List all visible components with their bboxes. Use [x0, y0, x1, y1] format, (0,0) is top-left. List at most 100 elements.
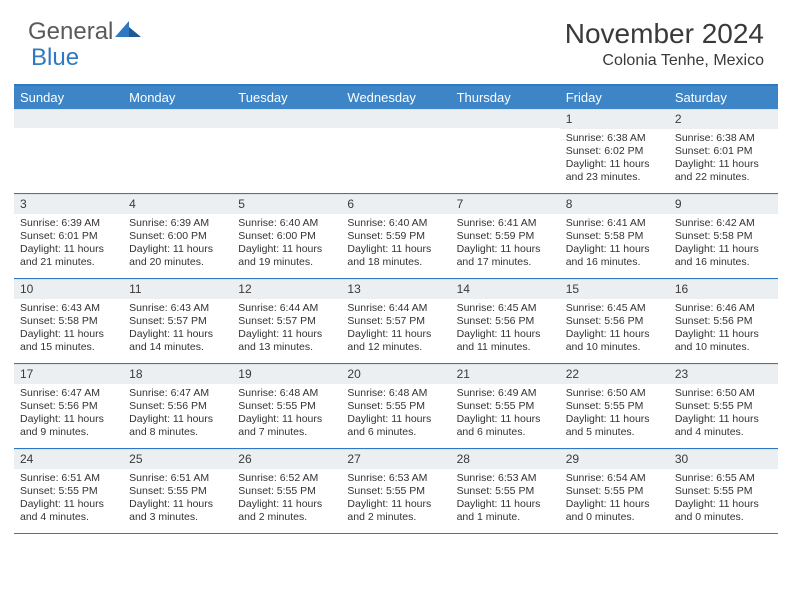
daylight-line2: and 12 minutes.	[347, 341, 444, 354]
daylight-line1: Daylight: 11 hours	[20, 328, 117, 341]
daylight-line2: and 2 minutes.	[347, 511, 444, 524]
daylight-line1: Daylight: 11 hours	[675, 328, 772, 341]
daylight-line1: Daylight: 11 hours	[347, 243, 444, 256]
day-content: Sunrise: 6:44 AMSunset: 5:57 PMDaylight:…	[341, 299, 450, 359]
day-content: Sunrise: 6:44 AMSunset: 5:57 PMDaylight:…	[232, 299, 341, 359]
day-content: Sunrise: 6:46 AMSunset: 5:56 PMDaylight:…	[669, 299, 778, 359]
daylight-line2: and 2 minutes.	[238, 511, 335, 524]
day-cell: 1 Sunrise: 6:38 AMSunset: 6:02 PMDaylight…	[560, 109, 669, 193]
daylight-line1: Daylight: 11 hours	[566, 158, 663, 171]
sunrise-text: Sunrise: 6:51 AM	[20, 472, 117, 485]
day-header: Wednesday	[341, 86, 450, 109]
daylight-line2: and 23 minutes.	[566, 171, 663, 184]
day-number: 25	[123, 449, 232, 469]
daylight-line2: and 6 minutes.	[347, 426, 444, 439]
day-content: Sunrise: 6:42 AMSunset: 5:58 PMDaylight:…	[669, 214, 778, 274]
day-number: 4	[123, 194, 232, 214]
daylight-line1: Daylight: 11 hours	[238, 243, 335, 256]
day-content: Sunrise: 6:51 AMSunset: 5:55 PMDaylight:…	[123, 469, 232, 529]
day-content: Sunrise: 6:40 AMSunset: 6:00 PMDaylight:…	[232, 214, 341, 274]
day-content: Sunrise: 6:53 AMSunset: 5:55 PMDaylight:…	[341, 469, 450, 529]
sunrise-text: Sunrise: 6:39 AM	[20, 217, 117, 230]
day-content: Sunrise: 6:53 AMSunset: 5:55 PMDaylight:…	[451, 469, 560, 529]
day-header: Monday	[123, 86, 232, 109]
daylight-line1: Daylight: 11 hours	[347, 413, 444, 426]
day-cell	[232, 109, 341, 193]
daylight-line1: Daylight: 11 hours	[238, 498, 335, 511]
daylight-line2: and 4 minutes.	[20, 511, 117, 524]
day-number: 2	[669, 109, 778, 129]
daylight-line1: Daylight: 11 hours	[20, 243, 117, 256]
day-content: Sunrise: 6:40 AMSunset: 5:59 PMDaylight:…	[341, 214, 450, 274]
sunrise-text: Sunrise: 6:45 AM	[457, 302, 554, 315]
day-cell: 13Sunrise: 6:44 AMSunset: 5:57 PMDayligh…	[341, 279, 450, 363]
sunset-text: Sunset: 5:55 PM	[129, 485, 226, 498]
day-content: Sunrise: 6:50 AMSunset: 5:55 PMDaylight:…	[669, 384, 778, 444]
daylight-line2: and 5 minutes.	[566, 426, 663, 439]
sunrise-text: Sunrise: 6:53 AM	[347, 472, 444, 485]
day-number	[14, 109, 123, 128]
sunset-text: Sunset: 5:55 PM	[566, 400, 663, 413]
day-cell: 6Sunrise: 6:40 AMSunset: 5:59 PMDaylight…	[341, 194, 450, 278]
logo-triangle-icon	[115, 18, 141, 46]
sunset-text: Sunset: 5:55 PM	[675, 485, 772, 498]
daylight-line1: Daylight: 11 hours	[20, 413, 117, 426]
day-cell: 9Sunrise: 6:42 AMSunset: 5:58 PMDaylight…	[669, 194, 778, 278]
daylight-line2: and 10 minutes.	[675, 341, 772, 354]
sunrise-text: Sunrise: 6:46 AM	[675, 302, 772, 315]
daylight-line2: and 6 minutes.	[457, 426, 554, 439]
day-content: Sunrise: 6:47 AMSunset: 5:56 PMDaylight:…	[123, 384, 232, 444]
day-cell: 12Sunrise: 6:44 AMSunset: 5:57 PMDayligh…	[232, 279, 341, 363]
day-cell: 2Sunrise: 6:38 AMSunset: 6:01 PMDaylight…	[669, 109, 778, 193]
month-title: November 2024	[565, 18, 764, 50]
daylight-line1: Daylight: 11 hours	[566, 243, 663, 256]
day-content: Sunrise: 6:45 AMSunset: 5:56 PMDaylight:…	[560, 299, 669, 359]
title-block: November 2024 Colonia Tenhe, Mexico	[565, 18, 764, 70]
day-number	[451, 109, 560, 128]
day-header: Saturday	[669, 86, 778, 109]
day-number: 28	[451, 449, 560, 469]
sunrise-text: Sunrise: 6:40 AM	[347, 217, 444, 230]
day-content: Sunrise: 6:39 AMSunset: 6:00 PMDaylight:…	[123, 214, 232, 274]
week-row: 3Sunrise: 6:39 AMSunset: 6:01 PMDaylight…	[14, 194, 778, 279]
day-cell: 23Sunrise: 6:50 AMSunset: 5:55 PMDayligh…	[669, 364, 778, 448]
day-content: Sunrise: 6:48 AMSunset: 5:55 PMDaylight:…	[232, 384, 341, 444]
sunrise-text: Sunrise: 6:38 AM	[566, 132, 663, 145]
sunrise-text: Sunrise: 6:49 AM	[457, 387, 554, 400]
sunset-text: Sunset: 5:57 PM	[129, 315, 226, 328]
day-cell: 29Sunrise: 6:54 AMSunset: 5:55 PMDayligh…	[560, 449, 669, 533]
sunrise-text: Sunrise: 6:39 AM	[129, 217, 226, 230]
sunset-text: Sunset: 5:56 PM	[566, 315, 663, 328]
day-number: 13	[341, 279, 450, 299]
day-number: 11	[123, 279, 232, 299]
sunrise-text: Sunrise: 6:47 AM	[129, 387, 226, 400]
day-number: 3	[14, 194, 123, 214]
sunset-text: Sunset: 6:00 PM	[238, 230, 335, 243]
sunrise-text: Sunrise: 6:50 AM	[566, 387, 663, 400]
daylight-line2: and 15 minutes.	[20, 341, 117, 354]
sunrise-text: Sunrise: 6:40 AM	[238, 217, 335, 230]
day-cell: 20Sunrise: 6:48 AMSunset: 5:55 PMDayligh…	[341, 364, 450, 448]
day-number: 1	[560, 109, 669, 129]
day-content: Sunrise: 6:49 AMSunset: 5:55 PMDaylight:…	[451, 384, 560, 444]
daylight-line1: Daylight: 11 hours	[675, 498, 772, 511]
sunset-text: Sunset: 5:59 PM	[347, 230, 444, 243]
sunset-text: Sunset: 6:02 PM	[566, 145, 663, 158]
daylight-line2: and 22 minutes.	[675, 171, 772, 184]
day-cell: 10Sunrise: 6:43 AMSunset: 5:58 PMDayligh…	[14, 279, 123, 363]
day-cell: 21Sunrise: 6:49 AMSunset: 5:55 PMDayligh…	[451, 364, 560, 448]
sunset-text: Sunset: 6:01 PM	[675, 145, 772, 158]
day-cell: 22Sunrise: 6:50 AMSunset: 5:55 PMDayligh…	[560, 364, 669, 448]
day-cell	[341, 109, 450, 193]
day-cell: 18Sunrise: 6:47 AMSunset: 5:56 PMDayligh…	[123, 364, 232, 448]
day-header: Tuesday	[232, 86, 341, 109]
day-number: 24	[14, 449, 123, 469]
daylight-line2: and 21 minutes.	[20, 256, 117, 269]
week-row: 17Sunrise: 6:47 AMSunset: 5:56 PMDayligh…	[14, 364, 778, 449]
day-content: Sunrise: 6:54 AMSunset: 5:55 PMDaylight:…	[560, 469, 669, 529]
day-number: 7	[451, 194, 560, 214]
day-cell: 3Sunrise: 6:39 AMSunset: 6:01 PMDaylight…	[14, 194, 123, 278]
day-content: Sunrise: 6:38 AMSunset: 6:01 PMDaylight:…	[669, 129, 778, 189]
sunrise-text: Sunrise: 6:51 AM	[129, 472, 226, 485]
sunrise-text: Sunrise: 6:43 AM	[20, 302, 117, 315]
